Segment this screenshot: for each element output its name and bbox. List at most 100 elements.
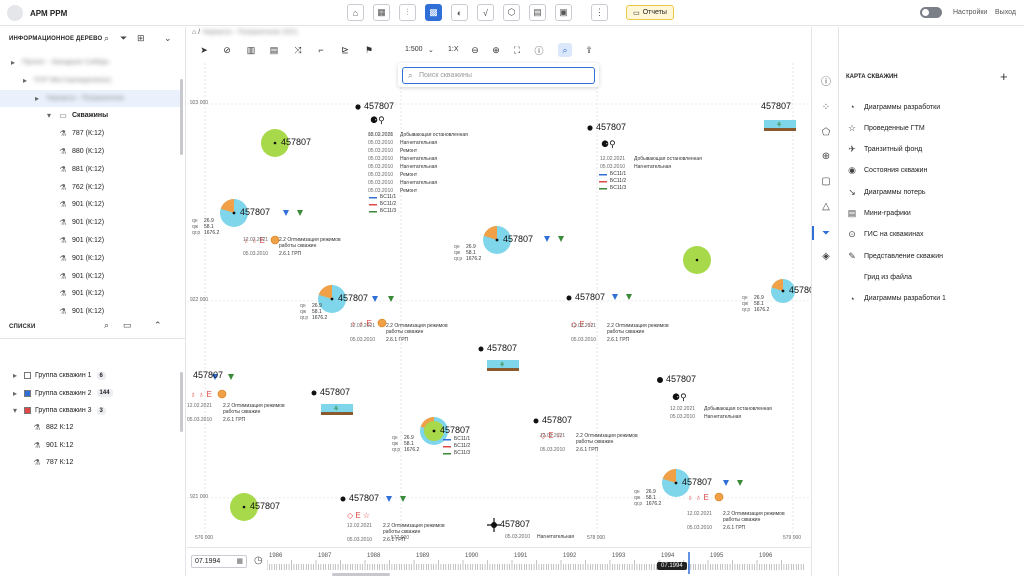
layer-item[interactable]: ▤ Мини-графики <box>846 207 1022 221</box>
well-dot[interactable] <box>432 429 436 433</box>
layers-tool-icon[interactable]: ▥ <box>246 44 256 55</box>
clock-icon[interactable]: ◷ <box>254 555 263 566</box>
add-icon[interactable]: + <box>1000 69 1008 84</box>
layer-item[interactable]: ◔ Диаграммы разработки <box>846 100 1022 114</box>
tree-row[interactable]: ⚗ 901 (К:12) <box>0 268 180 285</box>
tool-user-icon[interactable]: ⌂ <box>347 4 364 21</box>
well-dot[interactable] <box>242 505 246 509</box>
well-map[interactable]: ⚈⚲ ⚈⚲ ⚘ ♁ ♁ E ♁ ♁ E ◇ E ☆ ⚘ ♁ ♁ E ⚘ ⚈⚲ ◇ E ☆ ♁ ♁ E ◇… <box>187 63 811 543</box>
calendar-icon[interactable]: ▦ <box>236 558 243 565</box>
well-symbol[interactable]: ⚈⚲ <box>601 139 616 149</box>
tool-document-icon[interactable]: ▤ <box>529 4 546 21</box>
ratio-button[interactable]: 1:X <box>448 46 459 53</box>
search-tool-icon[interactable]: ⌕ <box>558 43 572 57</box>
layer-item[interactable]: Грид из файла <box>846 270 1022 284</box>
group-row[interactable]: ▾ Группа скважин 3 3 <box>0 402 180 419</box>
layer-bar[interactable] <box>369 211 377 213</box>
tool-formula-icon[interactable]: √ <box>477 4 494 21</box>
rail-nodes-icon[interactable]: ⁘ <box>821 101 831 113</box>
tree-row[interactable]: ▸ Проект - Западное Сибирь <box>0 54 180 71</box>
home-icon[interactable]: ⌂ <box>192 29 197 36</box>
pie-slice[interactable] <box>220 199 234 213</box>
well-dot[interactable] <box>587 125 593 131</box>
tree-scrollbar[interactable] <box>180 79 183 155</box>
well-cross[interactable] <box>487 518 501 532</box>
tree-filter-icon[interactable]: ⏷ <box>120 33 128 43</box>
well-dot[interactable] <box>566 295 572 301</box>
reports-button[interactable]: ▭ Отчеты <box>626 5 674 20</box>
marker-triangle[interactable] <box>297 210 303 216</box>
rail-triangle-icon[interactable]: △ <box>822 200 830 212</box>
line-tool-icon[interactable]: ⌐ <box>318 45 324 55</box>
zoom-out-icon[interactable]: ⊖ <box>471 44 479 55</box>
tree-row[interactable]: ▸ ПУР Месторождение(и) <box>0 72 180 89</box>
image-tool-icon[interactable]: ▤ <box>269 44 279 55</box>
ruler-tool-icon[interactable]: ⊘ <box>223 44 231 55</box>
group-item-row[interactable]: ⚗ 882 К:12 <box>0 419 180 436</box>
tree-row[interactable]: ⚗ 901 (К:12) <box>0 232 180 249</box>
group-row[interactable]: ▸ Группа скважин 1 6 <box>0 367 180 384</box>
well-icon-plant[interactable]: ⚘ <box>499 361 505 369</box>
lists-scrollbar[interactable] <box>180 372 183 432</box>
gtm-icon[interactable]: ◇ E ☆ <box>571 320 594 329</box>
well-dot[interactable] <box>674 481 678 485</box>
layer-bar[interactable] <box>443 439 451 441</box>
group-item-row[interactable]: ⚗ 787 К:12 <box>0 454 180 471</box>
chart-tool-icon[interactable]: ⊵ <box>341 44 349 55</box>
marker-triangle[interactable] <box>372 296 378 302</box>
tree-row[interactable]: ⚗ 762 (К:12) <box>0 179 180 196</box>
layer-item[interactable]: ◔ Диаграммы разработки 1 <box>846 292 1022 306</box>
timeline[interactable]: 07.1994 ▦ ◷ 1986 1987 1988 1989 1990 1991 1992 1… <box>187 547 811 576</box>
layer-item[interactable]: ↘ Диаграммы потерь <box>846 185 1022 199</box>
split-tool-icon[interactable]: ⤨ <box>294 44 302 55</box>
tree-row[interactable]: ⚗ 901 (К:12) <box>0 250 180 267</box>
tree-collapse-icon[interactable]: ⌄ <box>164 33 172 43</box>
settings-link[interactable]: Настройки <box>953 9 988 16</box>
group-row[interactable]: ▸ Группа скважин 2 144 <box>0 385 180 402</box>
breadcrumb-item[interactable]: Черкасск - Пограничное 2021 <box>202 29 298 36</box>
gtm-circle[interactable] <box>714 492 724 502</box>
tool-map-icon[interactable]: ▩ <box>425 4 442 21</box>
more-menu-icon[interactable]: ⋮ <box>591 4 608 21</box>
tool-calendar-icon[interactable]: ▦ <box>373 4 390 21</box>
tool-drop-icon[interactable]: ◐ <box>451 4 468 21</box>
export-icon[interactable]: ⇪ <box>585 44 593 55</box>
tree-row[interactable]: ⚗ 787 (К:12) <box>0 125 180 142</box>
lists-folder-icon[interactable]: ▭ <box>123 320 132 330</box>
tree-grid-icon[interactable]: ⊞ <box>137 33 145 43</box>
logout-link[interactable]: Выход <box>995 9 1016 16</box>
well-dot[interactable] <box>478 346 484 352</box>
well-dot[interactable] <box>781 289 785 293</box>
marker-triangle[interactable] <box>737 480 743 486</box>
well-dot[interactable] <box>311 390 317 396</box>
layer-bar[interactable] <box>599 181 607 183</box>
tree-row[interactable]: ⚗ 901 (К:12) <box>0 196 180 213</box>
gtm-icon[interactable]: ♁ ♁ E <box>243 236 265 245</box>
gtm-icon[interactable]: ◇ E ☆ <box>347 511 370 520</box>
theme-toggle[interactable] <box>920 7 942 18</box>
gtm-circle[interactable] <box>217 389 227 399</box>
well-dot[interactable] <box>495 238 499 242</box>
gtm-circle[interactable] <box>377 318 387 328</box>
pie-slice[interactable] <box>318 285 332 299</box>
zoom-in-icon[interactable]: ⊕ <box>492 44 500 55</box>
timeline-axis[interactable]: 1986 1987 1988 1989 1990 1991 1992 1993 1994 1995… <box>267 548 807 577</box>
well-dot[interactable] <box>533 418 539 424</box>
rail-filter-icon[interactable]: ⏷ <box>812 226 833 240</box>
well-dot[interactable] <box>355 104 361 110</box>
marker-triangle[interactable] <box>400 496 406 502</box>
lists-search-icon[interactable]: ⌕ <box>104 320 110 330</box>
marker-triangle[interactable] <box>626 294 632 300</box>
marker-triangle[interactable] <box>544 236 550 242</box>
tree-row[interactable]: ⚗ 881 (К:12) <box>0 161 180 178</box>
tree-row[interactable]: ⚗ 880 (К:12) <box>0 143 180 160</box>
layer-item[interactable]: ⊙ ГИС на скважинах <box>846 228 1022 242</box>
gtm-icon[interactable]: ◇ E ☆ <box>540 431 563 440</box>
gtm-icon[interactable]: ♁ ♁ E <box>687 493 709 502</box>
marker-triangle[interactable] <box>212 374 218 380</box>
layer-bar[interactable] <box>599 188 607 190</box>
well-search-input[interactable]: ⌕ Поиск скважины <box>402 67 595 84</box>
rail-pentagon-icon[interactable]: ⬠ <box>821 126 831 138</box>
gtm-icon[interactable]: ♁ ♁ E <box>190 390 212 399</box>
well-icon-tank[interactable] <box>764 120 796 128</box>
